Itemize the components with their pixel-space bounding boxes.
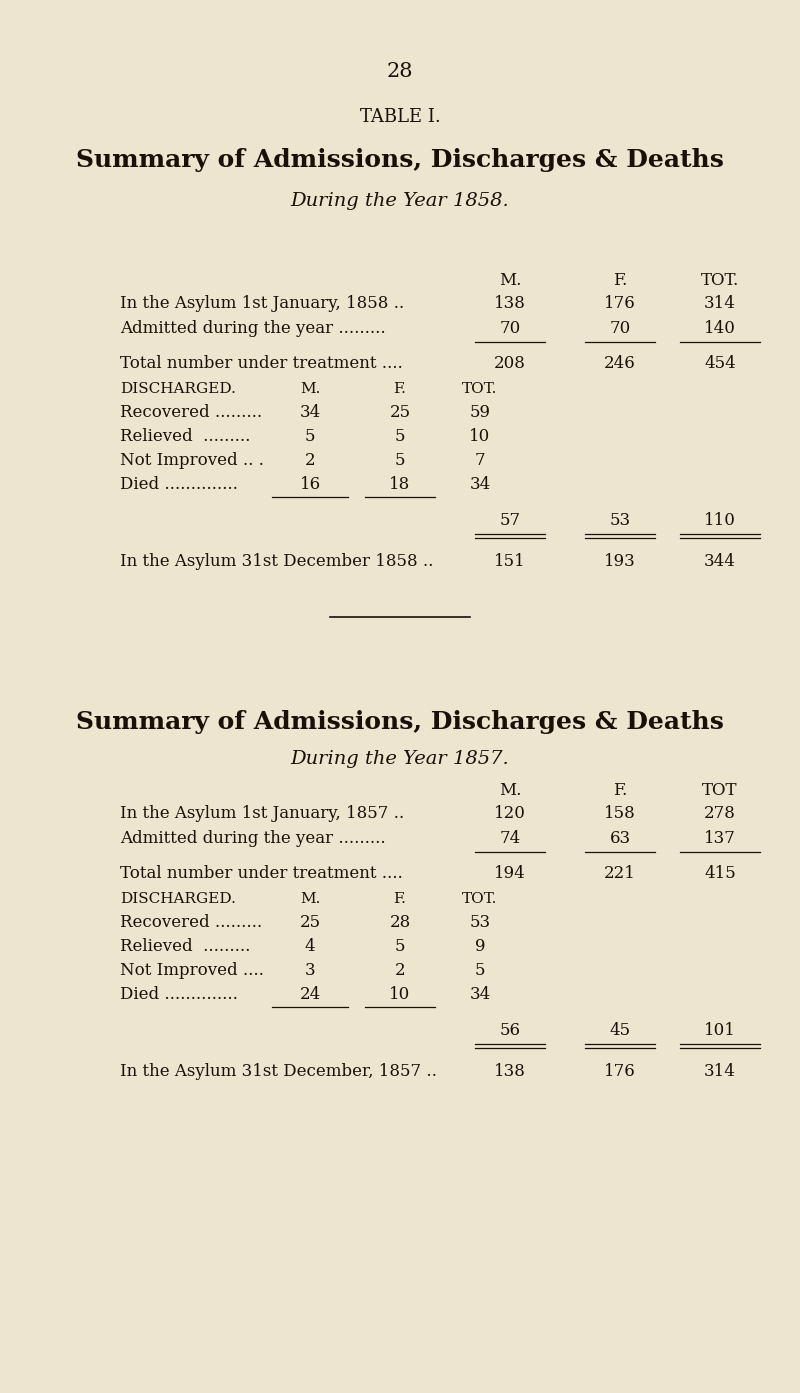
Text: Recovered .........: Recovered ......... <box>120 914 262 931</box>
Text: 63: 63 <box>610 830 630 847</box>
Text: 28: 28 <box>390 914 410 931</box>
Text: F.: F. <box>613 781 627 800</box>
Text: 138: 138 <box>494 1063 526 1080</box>
Text: 140: 140 <box>704 320 736 337</box>
Text: 2: 2 <box>394 963 406 979</box>
Text: 57: 57 <box>499 513 521 529</box>
Text: 176: 176 <box>604 1063 636 1080</box>
Text: 208: 208 <box>494 355 526 372</box>
Text: Died ..............: Died .............. <box>120 476 238 493</box>
Text: 138: 138 <box>494 295 526 312</box>
Text: 70: 70 <box>499 320 521 337</box>
Text: 194: 194 <box>494 865 526 882</box>
Text: Recovered .........: Recovered ......... <box>120 404 262 421</box>
Text: DISCHARGED.: DISCHARGED. <box>120 382 236 396</box>
Text: 5: 5 <box>394 428 406 444</box>
Text: 4: 4 <box>305 937 315 956</box>
Text: 314: 314 <box>704 1063 736 1080</box>
Text: 5: 5 <box>305 428 315 444</box>
Text: 16: 16 <box>299 476 321 493</box>
Text: 18: 18 <box>390 476 410 493</box>
Text: 137: 137 <box>704 830 736 847</box>
Text: 10: 10 <box>390 986 410 1003</box>
Text: 314: 314 <box>704 295 736 312</box>
Text: 28: 28 <box>386 63 414 81</box>
Text: 454: 454 <box>704 355 736 372</box>
Text: Total number under treatment ....: Total number under treatment .... <box>120 355 402 372</box>
Text: Admitted during the year .........: Admitted during the year ......... <box>120 830 386 847</box>
Text: Relieved  .........: Relieved ......... <box>120 428 250 444</box>
Text: 158: 158 <box>604 805 636 822</box>
Text: 101: 101 <box>704 1022 736 1039</box>
Text: 5: 5 <box>394 937 406 956</box>
Text: F.: F. <box>394 892 406 905</box>
Text: 56: 56 <box>499 1022 521 1039</box>
Text: 53: 53 <box>610 513 630 529</box>
Text: TOT.: TOT. <box>462 382 498 396</box>
Text: M.: M. <box>300 382 320 396</box>
Text: In the Asylum 1st January, 1857 ..: In the Asylum 1st January, 1857 .. <box>120 805 404 822</box>
Text: 25: 25 <box>299 914 321 931</box>
Text: 10: 10 <box>470 428 490 444</box>
Text: 151: 151 <box>494 553 526 570</box>
Text: During the Year 1857.: During the Year 1857. <box>290 749 510 768</box>
Text: 120: 120 <box>494 805 526 822</box>
Text: Relieved  .........: Relieved ......... <box>120 937 250 956</box>
Text: 415: 415 <box>704 865 736 882</box>
Text: Total number under treatment ....: Total number under treatment .... <box>120 865 402 882</box>
Text: 110: 110 <box>704 513 736 529</box>
Text: 25: 25 <box>390 404 410 421</box>
Text: TOT.: TOT. <box>701 272 739 288</box>
Text: In the Asylum 31st December, 1857 ..: In the Asylum 31st December, 1857 .. <box>120 1063 437 1080</box>
Text: 246: 246 <box>604 355 636 372</box>
Text: 70: 70 <box>610 320 630 337</box>
Text: In the Asylum 1st January, 1858 ..: In the Asylum 1st January, 1858 .. <box>120 295 404 312</box>
Text: 9: 9 <box>474 937 486 956</box>
Text: M.: M. <box>499 781 521 800</box>
Text: 5: 5 <box>394 451 406 469</box>
Text: Admitted during the year .........: Admitted during the year ......... <box>120 320 386 337</box>
Text: 221: 221 <box>604 865 636 882</box>
Text: 53: 53 <box>470 914 490 931</box>
Text: TABLE I.: TABLE I. <box>360 109 440 125</box>
Text: 34: 34 <box>470 986 490 1003</box>
Text: 2: 2 <box>305 451 315 469</box>
Text: TOT.: TOT. <box>462 892 498 905</box>
Text: 344: 344 <box>704 553 736 570</box>
Text: 59: 59 <box>470 404 490 421</box>
Text: 7: 7 <box>474 451 486 469</box>
Text: Not Improved .. .: Not Improved .. . <box>120 451 264 469</box>
Text: During the Year 1858.: During the Year 1858. <box>290 192 510 210</box>
Text: M.: M. <box>300 892 320 905</box>
Text: 74: 74 <box>499 830 521 847</box>
Text: 176: 176 <box>604 295 636 312</box>
Text: 34: 34 <box>470 476 490 493</box>
Text: 3: 3 <box>305 963 315 979</box>
Text: 34: 34 <box>299 404 321 421</box>
Text: TOT: TOT <box>702 781 738 800</box>
Text: 193: 193 <box>604 553 636 570</box>
Text: F.: F. <box>613 272 627 288</box>
Text: Summary of Admissions, Discharges & Deaths: Summary of Admissions, Discharges & Deat… <box>76 710 724 734</box>
Text: Not Improved ....: Not Improved .... <box>120 963 264 979</box>
Text: Summary of Admissions, Discharges & Deaths: Summary of Admissions, Discharges & Deat… <box>76 148 724 171</box>
Text: Died ..............: Died .............. <box>120 986 238 1003</box>
Text: In the Asylum 31st December 1858 ..: In the Asylum 31st December 1858 .. <box>120 553 434 570</box>
Text: 5: 5 <box>474 963 486 979</box>
Text: 278: 278 <box>704 805 736 822</box>
Text: 45: 45 <box>610 1022 630 1039</box>
Text: F.: F. <box>394 382 406 396</box>
Text: DISCHARGED.: DISCHARGED. <box>120 892 236 905</box>
Text: 24: 24 <box>299 986 321 1003</box>
Text: M.: M. <box>499 272 521 288</box>
